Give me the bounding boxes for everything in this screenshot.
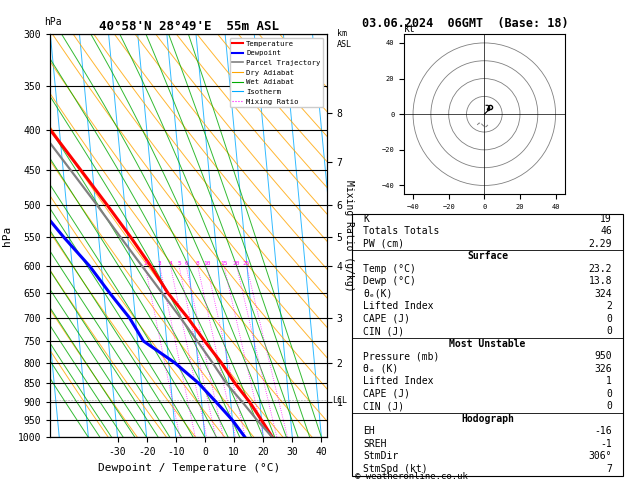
Text: Temp (°C): Temp (°C) — [363, 264, 416, 274]
Text: hPa: hPa — [44, 17, 62, 27]
Text: 15: 15 — [220, 261, 228, 266]
Text: StmDir: StmDir — [363, 451, 398, 461]
Text: 324: 324 — [594, 289, 612, 299]
Text: -1: -1 — [600, 439, 612, 449]
Y-axis label: Mixing Ratio (g/kg): Mixing Ratio (g/kg) — [344, 180, 353, 292]
Text: 8: 8 — [196, 261, 199, 266]
Text: 03.06.2024  06GMT  (Base: 18): 03.06.2024 06GMT (Base: 18) — [362, 17, 568, 30]
Text: Lifted Index: Lifted Index — [363, 376, 433, 386]
Text: 5: 5 — [177, 261, 181, 266]
Text: 13.8: 13.8 — [588, 277, 612, 286]
Text: 0: 0 — [606, 389, 612, 399]
Text: 950: 950 — [594, 351, 612, 361]
Text: 2: 2 — [606, 301, 612, 312]
Text: 2: 2 — [143, 261, 147, 266]
X-axis label: Dewpoint / Temperature (°C): Dewpoint / Temperature (°C) — [97, 463, 280, 473]
Text: θₑ(K): θₑ(K) — [363, 289, 392, 299]
Y-axis label: hPa: hPa — [3, 226, 12, 246]
Text: Most Unstable: Most Unstable — [449, 339, 526, 349]
Text: PW (cm): PW (cm) — [363, 239, 404, 249]
Text: 46: 46 — [600, 226, 612, 236]
Text: CIN (J): CIN (J) — [363, 326, 404, 336]
Text: 0: 0 — [606, 314, 612, 324]
Text: 23.2: 23.2 — [588, 264, 612, 274]
Text: Pressure (mb): Pressure (mb) — [363, 351, 440, 361]
Text: 4: 4 — [169, 261, 172, 266]
Text: Lifted Index: Lifted Index — [363, 301, 433, 312]
Text: 3: 3 — [158, 261, 162, 266]
Text: CIN (J): CIN (J) — [363, 401, 404, 411]
Text: kt: kt — [404, 24, 416, 34]
Text: km
ASL: km ASL — [337, 29, 352, 49]
Text: SREH: SREH — [363, 439, 387, 449]
Text: 6: 6 — [184, 261, 188, 266]
Text: 306°: 306° — [588, 451, 612, 461]
Text: Hodograph: Hodograph — [461, 414, 514, 424]
Text: 19: 19 — [600, 214, 612, 224]
Text: Totals Totals: Totals Totals — [363, 226, 440, 236]
Text: CAPE (J): CAPE (J) — [363, 389, 410, 399]
Text: StmSpd (kt): StmSpd (kt) — [363, 464, 428, 474]
Text: K: K — [363, 214, 369, 224]
Text: 2.29: 2.29 — [588, 239, 612, 249]
Text: 7: 7 — [606, 464, 612, 474]
Text: CAPE (J): CAPE (J) — [363, 314, 410, 324]
Text: 1: 1 — [606, 376, 612, 386]
Text: 20: 20 — [233, 261, 240, 266]
Text: 25: 25 — [243, 261, 250, 266]
Text: LCL: LCL — [333, 396, 348, 405]
Text: Surface: Surface — [467, 251, 508, 261]
Text: 0: 0 — [606, 326, 612, 336]
Text: © weatheronline.co.uk: © weatheronline.co.uk — [355, 472, 468, 481]
Text: EH: EH — [363, 426, 375, 436]
Text: 326: 326 — [594, 364, 612, 374]
Title: 40°58'N 28°49'E  55m ASL: 40°58'N 28°49'E 55m ASL — [99, 20, 279, 33]
Text: Dewp (°C): Dewp (°C) — [363, 277, 416, 286]
Text: 0: 0 — [606, 401, 612, 411]
Text: 10: 10 — [203, 261, 211, 266]
Text: -16: -16 — [594, 426, 612, 436]
Legend: Temperature, Dewpoint, Parcel Trajectory, Dry Adiabat, Wet Adiabat, Isotherm, Mi: Temperature, Dewpoint, Parcel Trajectory… — [230, 37, 323, 107]
Text: θₑ (K): θₑ (K) — [363, 364, 398, 374]
